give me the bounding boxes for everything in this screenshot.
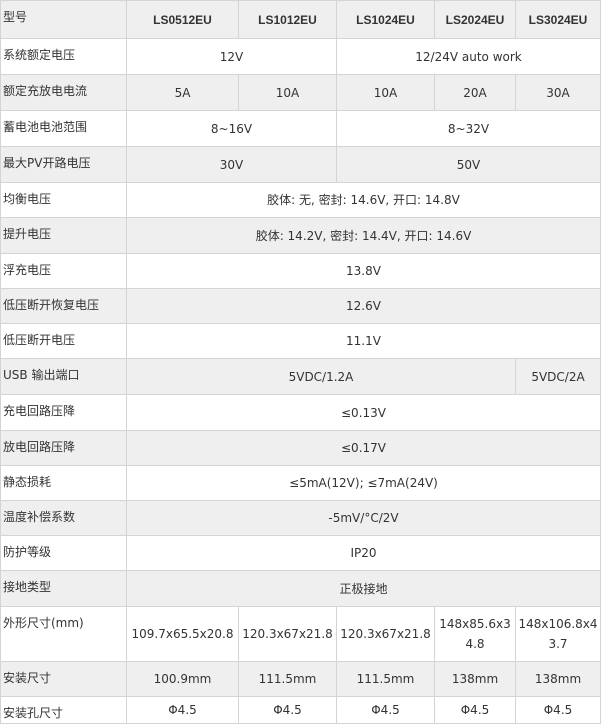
cell: 30A bbox=[515, 74, 601, 111]
cell: 10A bbox=[238, 74, 337, 111]
cell: 148x85.6x34.8 bbox=[434, 606, 516, 662]
table-row: 安装孔尺寸 Φ4.5 Φ4.5 Φ4.5 Φ4.5 Φ4.5 bbox=[0, 696, 601, 724]
table-row: 提升电压 胶体: 14.2V, 密封: 14.4V, 开口: 14.6V bbox=[0, 217, 601, 254]
cell: 138mm bbox=[434, 661, 516, 697]
cell: ≤0.13V bbox=[126, 394, 601, 431]
cell: LS0512EU bbox=[126, 0, 239, 39]
row-label: 静态损耗 bbox=[0, 465, 127, 501]
cell: LS2024EU bbox=[434, 0, 516, 39]
cell: 148x106.8x43.7 bbox=[515, 606, 601, 662]
cell: 12.6V bbox=[126, 288, 601, 324]
table-row: 浮充电压 13.8V bbox=[0, 253, 601, 289]
row-label: 系统额定电压 bbox=[0, 38, 127, 75]
cell: 12/24V auto work bbox=[336, 38, 601, 75]
cell: 5VDC/2A bbox=[515, 358, 601, 395]
cell: 13.8V bbox=[126, 253, 601, 289]
row-label: 低压断开恢复电压 bbox=[0, 288, 127, 324]
table-row: 接地类型 正极接地 bbox=[0, 570, 601, 607]
cell: 12V bbox=[126, 38, 337, 75]
table-row: 温度补偿系数 -5mV/°C/2V bbox=[0, 500, 601, 536]
cell: Φ4.5 bbox=[434, 696, 516, 724]
cell: 正极接地 bbox=[126, 570, 601, 607]
table-row: 均衡电压 胶体: 无, 密封: 14.6V, 开口: 14.8V bbox=[0, 182, 601, 218]
cell: 100.9mm bbox=[126, 661, 239, 697]
cell: Φ4.5 bbox=[126, 696, 239, 724]
cell: 5A bbox=[126, 74, 239, 111]
table-row: 低压断开恢复电压 12.6V bbox=[0, 288, 601, 324]
cell: Φ4.5 bbox=[238, 696, 337, 724]
cell: 8~16V bbox=[126, 110, 337, 147]
table-row: 蓄电池电池范围 8~16V 8~32V bbox=[0, 110, 601, 147]
table-row: 外形尺寸(mm) 109.7x65.5x20.8 120.3x67x21.8 120.… bbox=[0, 606, 601, 662]
row-label: 蓄电池电池范围 bbox=[0, 110, 127, 147]
cell: 胶体: 14.2V, 密封: 14.4V, 开口: 14.6V bbox=[126, 217, 601, 254]
cell: 111.5mm bbox=[336, 661, 435, 697]
cell: ≤0.17V bbox=[126, 430, 601, 466]
row-label: 安装尺寸 bbox=[0, 661, 127, 697]
cell: 120.3x67x21.8 bbox=[238, 606, 337, 662]
cell: IP20 bbox=[126, 535, 601, 571]
row-label: 防护等级 bbox=[0, 535, 127, 571]
cell: Φ4.5 bbox=[336, 696, 435, 724]
row-label: 型号 bbox=[0, 0, 127, 39]
cell: 20A bbox=[434, 74, 516, 111]
cell: 胶体: 无, 密封: 14.6V, 开口: 14.8V bbox=[126, 182, 601, 218]
row-label: 充电回路压降 bbox=[0, 394, 127, 431]
cell: 109.7x65.5x20.8 bbox=[126, 606, 239, 662]
cell: 138mm bbox=[515, 661, 601, 697]
table-row: 最大PV开路电压 30V 50V bbox=[0, 146, 601, 183]
row-label: 浮充电压 bbox=[0, 253, 127, 289]
cell: LS3024EU bbox=[515, 0, 601, 39]
table-row: 放电回路压降 ≤0.17V bbox=[0, 430, 601, 466]
row-label: USB 输出端口 bbox=[0, 358, 127, 395]
table-row: 静态损耗 ≤5mA(12V); ≤7mA(24V) bbox=[0, 465, 601, 501]
cell: LS1024EU bbox=[336, 0, 435, 39]
cell: Φ4.5 bbox=[515, 696, 601, 724]
cell: 5VDC/1.2A bbox=[126, 358, 516, 395]
row-label: 温度补偿系数 bbox=[0, 500, 127, 536]
row-label: 额定充放电电流 bbox=[0, 74, 127, 111]
cell: 10A bbox=[336, 74, 435, 111]
table-row: 系统额定电压 12V 12/24V auto work bbox=[0, 38, 601, 75]
cell: 50V bbox=[336, 146, 601, 183]
table-row: 充电回路压降 ≤0.13V bbox=[0, 394, 601, 431]
row-label: 安装孔尺寸 bbox=[0, 696, 127, 724]
cell: -5mV/°C/2V bbox=[126, 500, 601, 536]
row-label: 最大PV开路电压 bbox=[0, 146, 127, 183]
cell: 111.5mm bbox=[238, 661, 337, 697]
cell: 30V bbox=[126, 146, 337, 183]
cell: 11.1V bbox=[126, 323, 601, 359]
table-row: USB 输出端口 5VDC/1.2A 5VDC/2A bbox=[0, 358, 601, 395]
cell: ≤5mA(12V); ≤7mA(24V) bbox=[126, 465, 601, 501]
table-row: 防护等级 IP20 bbox=[0, 535, 601, 571]
row-label: 低压断开电压 bbox=[0, 323, 127, 359]
cell: 120.3x67x21.8 bbox=[336, 606, 435, 662]
row-label: 接地类型 bbox=[0, 570, 127, 607]
row-label: 外形尺寸(mm) bbox=[0, 606, 127, 662]
row-label: 放电回路压降 bbox=[0, 430, 127, 466]
row-label: 均衡电压 bbox=[0, 182, 127, 218]
cell: LS1012EU bbox=[238, 0, 337, 39]
table-row: 低压断开电压 11.1V bbox=[0, 323, 601, 359]
row-label: 提升电压 bbox=[0, 217, 127, 254]
table-row: 额定充放电电流 5A 10A 10A 20A 30A bbox=[0, 74, 601, 111]
table-row: 安装尺寸 100.9mm 111.5mm 111.5mm 138mm 138mm bbox=[0, 661, 601, 697]
cell: 8~32V bbox=[336, 110, 601, 147]
table-row: 型号 LS0512EU LS1012EU LS1024EU LS2024EU LS3024… bbox=[0, 0, 601, 39]
